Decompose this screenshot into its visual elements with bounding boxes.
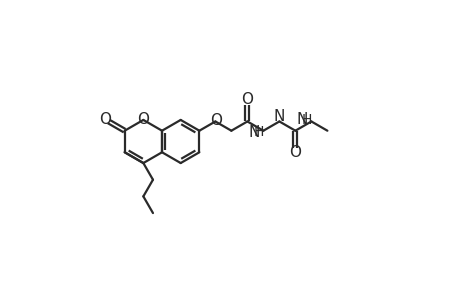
Text: O: O xyxy=(99,112,111,128)
Text: O: O xyxy=(241,92,253,107)
Text: O: O xyxy=(289,145,301,160)
Text: N: N xyxy=(248,125,260,140)
Text: H: H xyxy=(302,113,312,127)
Text: H: H xyxy=(253,125,264,139)
Text: N: N xyxy=(297,112,308,128)
Text: O: O xyxy=(137,112,149,127)
Text: O: O xyxy=(210,113,222,128)
Text: N: N xyxy=(273,109,285,124)
